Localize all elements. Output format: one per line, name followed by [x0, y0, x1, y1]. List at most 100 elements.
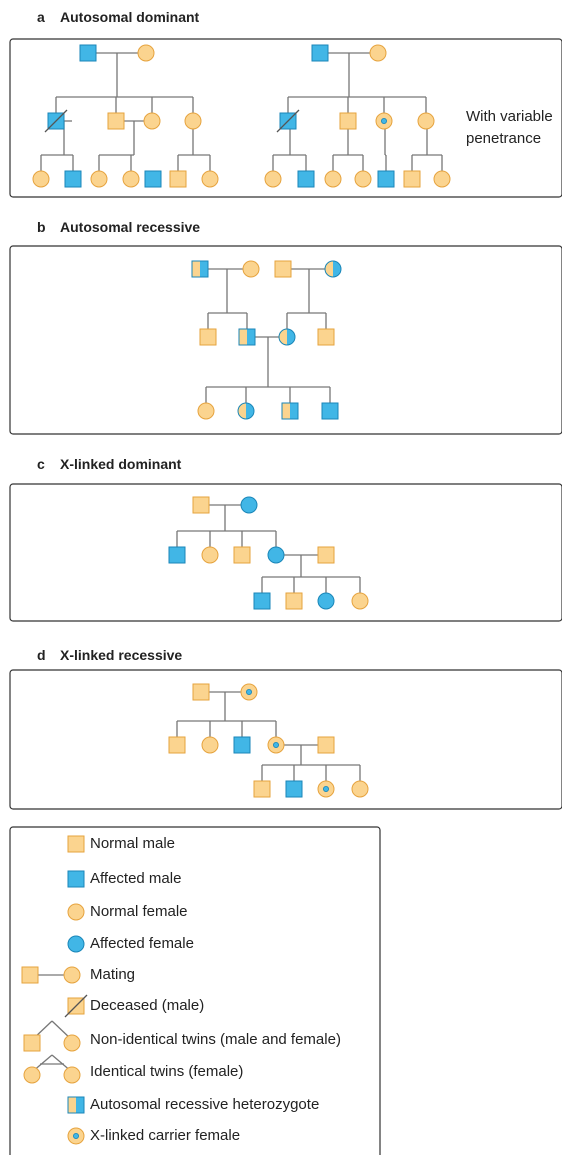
affected-female-symbol	[240, 496, 258, 514]
section-b-letter: b	[37, 219, 46, 235]
affected-female-symbol	[67, 935, 85, 953]
legend-affected-female-label: Affected female	[90, 935, 194, 952]
normal-male-symbol	[339, 112, 357, 130]
het-female-affected-half	[246, 403, 254, 419]
affected-male-symbol	[311, 44, 329, 62]
legend-normal-female-label: Normal female	[90, 903, 188, 920]
normal-male-symbol	[107, 112, 125, 130]
heterozygote-male-symbol	[67, 1096, 85, 1114]
variable-penetrance-note: With variable penetrance	[466, 106, 553, 150]
normal-female-symbol	[184, 112, 202, 130]
affected-male-symbol	[64, 170, 82, 188]
affected-male-symbol	[79, 44, 97, 62]
normal-female-symbol	[369, 44, 387, 62]
affected-male-symbol	[168, 546, 186, 564]
legend-affected-male-label: Affected male	[90, 870, 182, 887]
legend-normal-male-label: Normal male	[90, 835, 176, 852]
het-male-affected-half	[200, 261, 208, 277]
normal-female-symbol	[63, 966, 81, 984]
affected-male-symbol	[144, 170, 162, 188]
legend-mating-label: Mating	[90, 966, 136, 983]
het-male-affected-half	[247, 329, 255, 345]
normal-female-symbol	[417, 112, 435, 130]
section-c-title: X-linked dominant	[60, 456, 182, 472]
section-c-letter: c	[37, 456, 45, 472]
normal-male-symbol	[285, 592, 303, 610]
legend-deceased-label: Deceased (male)	[90, 997, 205, 1014]
legend-xl-carrier-label: X-linked carrier female	[90, 1127, 241, 1144]
normal-female-symbol	[197, 402, 215, 420]
het-female-normal-half	[279, 329, 287, 345]
normal-male-symbol	[317, 328, 335, 346]
normal-female-symbol	[137, 44, 155, 62]
carrier-dot	[380, 118, 387, 125]
normal-female-symbol	[351, 780, 369, 798]
normal-female-symbol	[324, 170, 342, 188]
normal-male-symbol	[168, 736, 186, 754]
normal-female-symbol	[143, 112, 161, 130]
normal-male-symbol	[274, 260, 292, 278]
heterozygote-female-symbol	[324, 260, 342, 278]
carrier-dot	[322, 786, 329, 793]
affected-male-symbol	[233, 736, 251, 754]
normal-male-symbol	[199, 328, 217, 346]
normal-female-symbol	[201, 546, 219, 564]
het-male-normal-half	[239, 329, 247, 345]
normal-female-symbol	[67, 903, 85, 921]
affected-female-symbol	[267, 546, 285, 564]
heterozygote-male-symbol	[281, 402, 299, 420]
section-d-letter: d	[37, 647, 46, 663]
het-male-normal-half	[68, 1097, 76, 1113]
het-female-affected-half	[287, 329, 295, 345]
section-b-title: Autosomal recessive	[60, 219, 201, 235]
heterozygote-male-symbol	[238, 328, 256, 346]
section-a-letter: a	[37, 9, 45, 25]
het-male-affected-half	[290, 403, 298, 419]
deceased-slash	[276, 109, 300, 133]
normal-male-symbol	[67, 835, 85, 853]
normal-female-symbol	[201, 170, 219, 188]
panel-frame	[9, 483, 562, 622]
normal-female-symbol	[201, 736, 219, 754]
affected-male-symbol	[297, 170, 315, 188]
het-male-normal-half	[192, 261, 200, 277]
het-female-normal-half	[325, 261, 333, 277]
het-male-normal-half	[282, 403, 290, 419]
deceased-slash	[64, 994, 88, 1018]
affected-male-symbol	[285, 780, 303, 798]
normal-male-symbol	[403, 170, 421, 188]
normal-male-symbol	[192, 683, 210, 701]
affected-male-symbol	[253, 592, 271, 610]
carrier-dot	[245, 689, 252, 696]
heterozygote-female-symbol	[278, 328, 296, 346]
panel-frame	[9, 669, 562, 810]
carrier-dot	[73, 1133, 80, 1140]
deceased-slash	[44, 109, 68, 133]
note-line-2: penetrance	[466, 130, 542, 147]
affected-male-symbol	[67, 870, 85, 888]
heterozygote-male-symbol	[191, 260, 209, 278]
normal-male-symbol	[317, 546, 335, 564]
normal-male-symbol	[192, 496, 210, 514]
normal-female-symbol	[23, 1066, 41, 1084]
section-d-title: X-linked recessive	[60, 647, 183, 663]
panel-frame	[9, 38, 562, 198]
normal-female-symbol	[433, 170, 451, 188]
affected-male-symbol	[321, 402, 339, 420]
normal-female-symbol	[32, 170, 50, 188]
normal-male-symbol	[233, 546, 251, 564]
normal-female-symbol	[63, 1034, 81, 1052]
normal-female-symbol	[351, 592, 369, 610]
het-female-affected-half	[333, 261, 341, 277]
legend-identical-twins-label: Identical twins (female)	[90, 1063, 244, 1080]
normal-female-symbol	[264, 170, 282, 188]
normal-female-symbol	[242, 260, 260, 278]
note-line-1: With variable	[466, 108, 553, 125]
legend-ar-heterozygote-label: Autosomal recessive heterozygote	[90, 1096, 320, 1113]
legend-nonidentical-twins-label: Non-identical twins (male and female)	[90, 1031, 341, 1048]
carrier-dot	[272, 742, 279, 749]
normal-male-symbol	[169, 170, 187, 188]
panel-frame	[9, 245, 562, 435]
normal-male-symbol	[317, 736, 335, 754]
